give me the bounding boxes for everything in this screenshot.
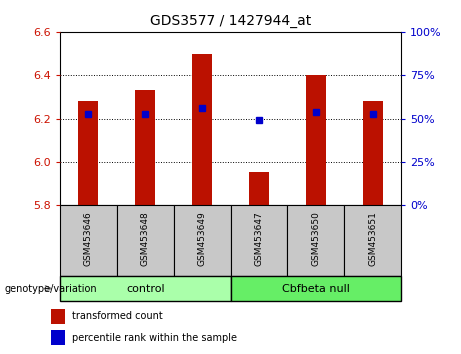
Title: GDS3577 / 1427944_at: GDS3577 / 1427944_at bbox=[150, 14, 311, 28]
Text: Cbfbeta null: Cbfbeta null bbox=[282, 284, 350, 293]
Text: transformed count: transformed count bbox=[72, 311, 162, 321]
Bar bbox=[78, 101, 98, 205]
Text: GSM453646: GSM453646 bbox=[84, 211, 93, 266]
Bar bbox=[306, 75, 326, 205]
Bar bbox=[344, 205, 401, 276]
Bar bbox=[60, 205, 117, 276]
Bar bbox=[174, 205, 230, 276]
Bar bbox=[60, 276, 230, 301]
Bar bbox=[192, 53, 212, 205]
Bar bbox=[287, 205, 344, 276]
Text: GSM453650: GSM453650 bbox=[311, 211, 320, 266]
Text: GSM453649: GSM453649 bbox=[198, 211, 207, 266]
Bar bbox=[51, 309, 65, 324]
Bar bbox=[117, 205, 174, 276]
Text: GSM453651: GSM453651 bbox=[368, 211, 377, 266]
Text: genotype/variation: genotype/variation bbox=[5, 284, 97, 293]
Bar bbox=[230, 205, 287, 276]
Bar bbox=[249, 172, 269, 205]
Text: percentile rank within the sample: percentile rank within the sample bbox=[72, 332, 237, 343]
Text: GSM453648: GSM453648 bbox=[141, 211, 150, 266]
Bar bbox=[230, 276, 401, 301]
Text: GSM453647: GSM453647 bbox=[254, 211, 263, 266]
Bar bbox=[363, 101, 383, 205]
Bar bbox=[135, 90, 155, 205]
Bar bbox=[51, 330, 65, 345]
Text: control: control bbox=[126, 284, 165, 293]
